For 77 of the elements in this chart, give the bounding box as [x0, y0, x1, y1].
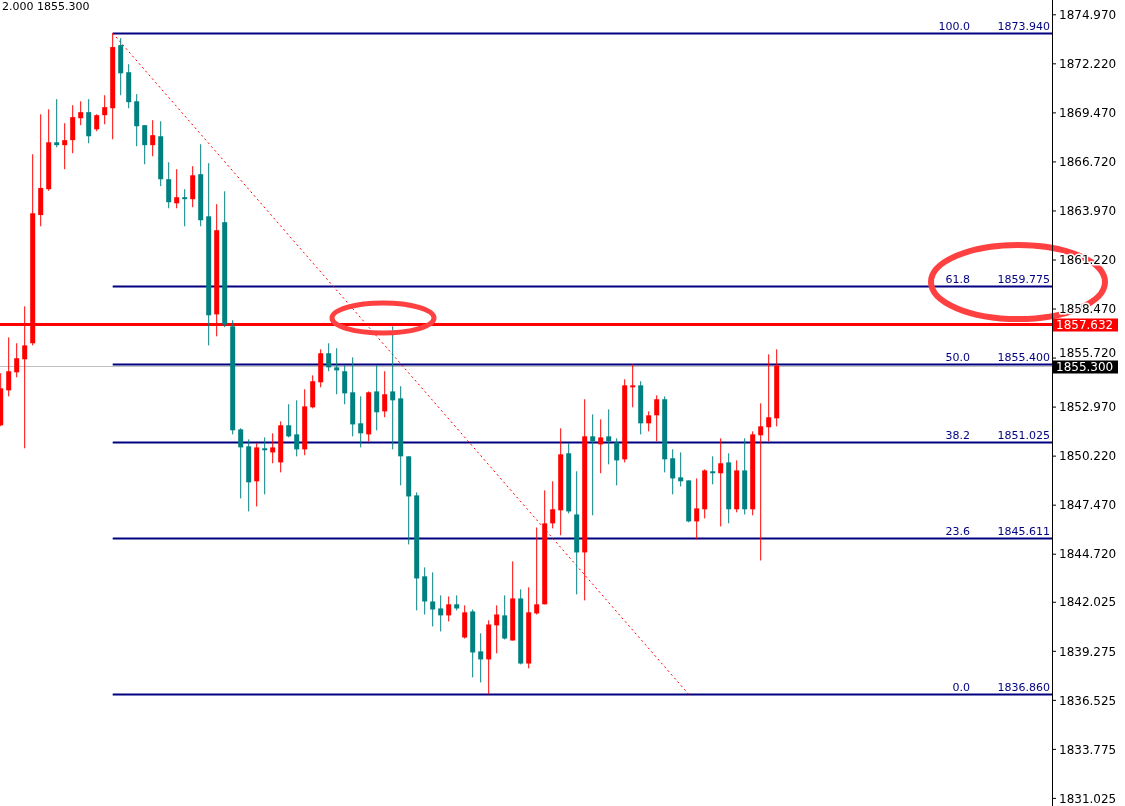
- candlestick: [534, 526, 540, 615]
- candlestick: [62, 122, 68, 170]
- candlestick: [14, 342, 20, 378]
- candlestick: [374, 364, 380, 431]
- candlestick: [590, 413, 596, 516]
- y-tick-label: 1863.970: [1059, 204, 1117, 219]
- ref-line-label: 1859.775: [997, 272, 1050, 286]
- y-tick-label: 1836.525: [1059, 693, 1117, 708]
- candlestick: [190, 165, 196, 208]
- candlestick: [550, 480, 556, 529]
- y-tick-label: 1872.220: [1059, 57, 1117, 72]
- candlestick: [286, 403, 292, 438]
- ref-line-label: 1873.940: [997, 19, 1050, 33]
- candlestick: [382, 370, 388, 418]
- candlestick: [174, 168, 180, 209]
- candlestick: [334, 347, 340, 395]
- candlestick: [758, 402, 764, 561]
- candlestick: [270, 432, 276, 464]
- ref-line-label: 1855.300: [1056, 360, 1114, 374]
- candlestick: [238, 427, 244, 499]
- candlestick: [614, 437, 620, 486]
- y-tick-label: 1852.970: [1059, 400, 1117, 415]
- candlestick: [70, 104, 76, 154]
- ref-line-label: 1851.025: [997, 428, 1050, 442]
- candlestick: [446, 595, 452, 622]
- annotation: 61.8: [945, 272, 970, 286]
- y-tick-label: 1831.025: [1059, 791, 1117, 806]
- y-tick-label: 1869.470: [1059, 106, 1117, 121]
- candlestick: [654, 394, 660, 442]
- ref-line-label: 1857.632: [1056, 318, 1114, 332]
- annotation: 0.0: [952, 680, 970, 694]
- candlestick: [142, 124, 148, 165]
- y-tick-label: 1874.970: [1059, 8, 1117, 22]
- candlestick: [478, 632, 484, 683]
- candlestick: [502, 594, 508, 640]
- y-tick-label: 1844.720: [1059, 547, 1117, 562]
- annotation: 50.0: [945, 350, 970, 364]
- candlestick: [326, 342, 332, 372]
- candlestick: [262, 436, 268, 495]
- candlestick: [630, 363, 636, 408]
- y-tick-label: 1866.720: [1059, 155, 1117, 170]
- candlestick: [166, 161, 172, 209]
- annotation: 23.6: [945, 524, 970, 538]
- candlestick: [606, 408, 612, 465]
- candlestick: [646, 410, 652, 432]
- candlestick: [78, 100, 84, 126]
- y-tick-label: 1839.275: [1059, 644, 1117, 659]
- candlestick: [718, 437, 724, 527]
- candlestick: [358, 395, 364, 448]
- candlestick: [766, 353, 772, 442]
- candlestick: [494, 604, 500, 654]
- candlestick: [294, 399, 300, 457]
- candlestick: [710, 455, 716, 485]
- candlestick: [102, 94, 108, 125]
- candlestick: [6, 336, 12, 397]
- candlestick: [150, 119, 156, 157]
- candlestick: [438, 594, 444, 632]
- ref-line-label: 1845.611: [997, 524, 1050, 538]
- candlestick: [678, 451, 684, 487]
- ref-line-label: 1836.860: [997, 680, 1050, 694]
- y-tick-label: 1847.470: [1059, 498, 1117, 513]
- annotation: 2.000 1855.300: [2, 0, 90, 13]
- candlestick: [694, 477, 700, 540]
- annotation: 38.2: [945, 428, 970, 442]
- annotation: 100.0: [938, 19, 970, 33]
- candlestick: [182, 188, 188, 227]
- y-tick-label: 1850.220: [1059, 449, 1117, 464]
- candlestick: [598, 418, 604, 474]
- y-tick-label: 1842.025: [1059, 595, 1117, 610]
- y-tick-label: 1833.775: [1059, 742, 1117, 757]
- candlestick: [670, 448, 676, 495]
- candlestick: [430, 571, 436, 627]
- candlestick: [342, 364, 348, 405]
- y-tick-label: 1855.720: [1059, 346, 1117, 361]
- ref-line-label: 1855.400: [997, 350, 1050, 364]
- candlestick: [54, 98, 60, 148]
- candlestick: [390, 325, 396, 450]
